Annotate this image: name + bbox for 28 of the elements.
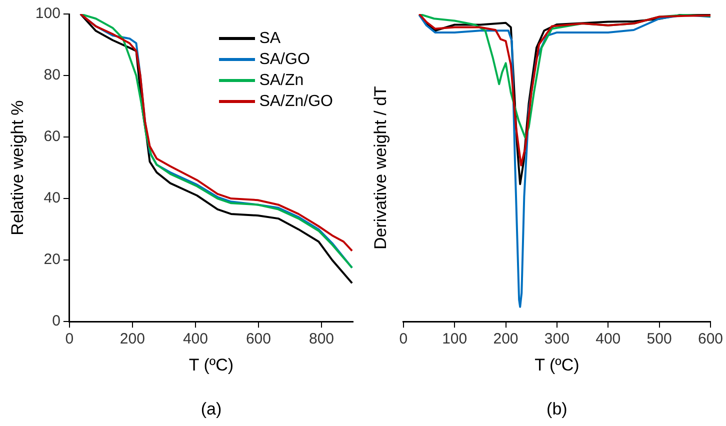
x-tick-label: 100 xyxy=(442,330,468,348)
x-tick-label: 600 xyxy=(246,330,271,348)
x-tick-label: 500 xyxy=(646,330,672,348)
x-tick-label: 0 xyxy=(65,330,74,348)
x-tick-label: 400 xyxy=(596,330,621,348)
y-tick-label: 0 xyxy=(52,312,60,330)
x-axis-title: T (ºC) xyxy=(188,355,234,374)
legend-label: SA/GO xyxy=(259,50,310,70)
y-tick-label: 100 xyxy=(35,5,60,22)
x-tick-label: 200 xyxy=(120,330,145,348)
text: (a) xyxy=(200,400,222,419)
y-tick-label: 60 xyxy=(44,128,60,146)
x-tick-label: 0 xyxy=(399,330,408,348)
legend-label: SA/Zn xyxy=(259,71,304,91)
x-tick-label: 200 xyxy=(493,330,518,348)
legend-label: SA/Zn/GO xyxy=(259,92,333,112)
y-tick-label: 80 xyxy=(44,66,60,84)
x-axis-title: T (ºC) xyxy=(534,355,580,374)
x-tick-label: 400 xyxy=(182,330,208,348)
y-tick-label: 20 xyxy=(44,251,60,268)
text: (b) xyxy=(546,400,568,419)
y-tick-label: 40 xyxy=(44,190,60,207)
y-axis-title: Relative weight % xyxy=(8,100,27,236)
legend-label: SA xyxy=(259,29,281,49)
y-axis-title: Derivative weight / dT xyxy=(370,86,390,250)
x-tick-label: 600 xyxy=(698,330,723,348)
x-tick-label: 300 xyxy=(544,330,570,348)
x-tick-label: 800 xyxy=(308,330,334,348)
